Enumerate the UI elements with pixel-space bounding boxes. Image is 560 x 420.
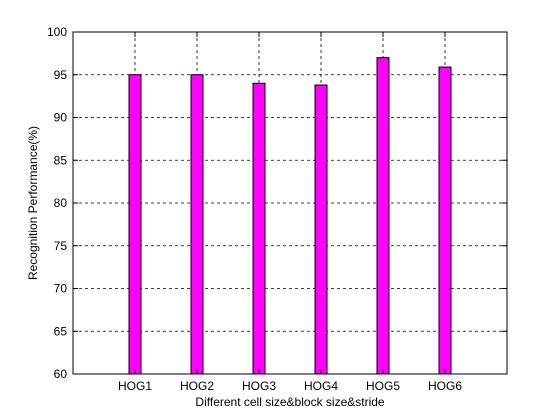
x-tick-label: HOG5 [366,379,400,393]
y-tick-label: 65 [54,324,68,338]
y-tick-label: 75 [54,239,68,253]
y-tick-label: 80 [54,196,68,210]
y-tick-label: 70 [54,282,68,296]
y-axis-label: Recognition Performance(%) [26,126,40,280]
x-axis-label: Different cell size&block size&stride [195,395,385,409]
bar-hog3 [253,83,265,374]
y-tick-label: 100 [47,25,67,39]
x-tick-label: HOG4 [304,379,338,393]
y-tick-label: 85 [54,153,68,167]
y-tick-label: 95 [54,68,68,82]
bar-hog2 [191,75,203,374]
x-tick-label: HOG1 [118,379,152,393]
y-tick-label: 60 [54,367,68,381]
x-tick-label: HOG6 [428,379,462,393]
bar-hog4 [315,85,327,374]
y-tick-label: 90 [54,111,68,125]
x-tick-label: HOG3 [242,379,276,393]
bar-hog5 [377,58,389,374]
bar-hog1 [129,75,141,374]
x-tick-label: HOG2 [180,379,214,393]
bar-hog6 [439,67,451,374]
